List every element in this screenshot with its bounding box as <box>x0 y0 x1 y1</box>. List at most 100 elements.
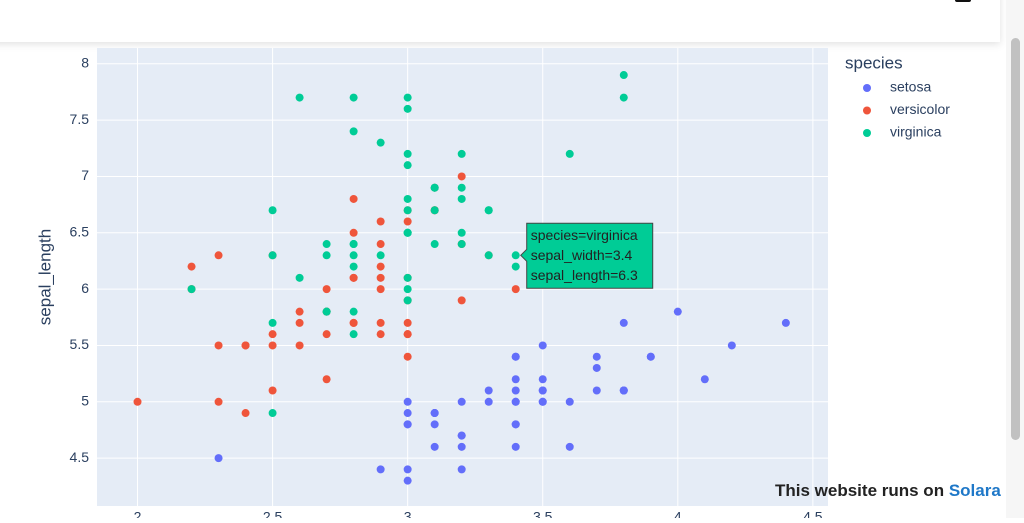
point <box>430 240 439 249</box>
point <box>511 442 520 451</box>
legend-label[interactable]: versicolor <box>890 101 950 117</box>
point <box>403 476 412 485</box>
point <box>268 251 277 260</box>
footer-text: This website runs on Solara <box>775 481 1001 500</box>
point <box>349 307 358 316</box>
point <box>403 285 412 294</box>
point <box>484 251 493 260</box>
y-tick-label: 6 <box>81 280 89 296</box>
point <box>430 183 439 192</box>
point <box>457 194 466 203</box>
point <box>511 262 520 271</box>
point <box>268 206 277 215</box>
point <box>349 127 358 136</box>
point <box>376 262 385 271</box>
point <box>349 93 358 102</box>
point <box>511 397 520 406</box>
tooltip-line: sepal_length=6.3 <box>531 267 638 283</box>
point <box>376 251 385 260</box>
point <box>403 149 412 158</box>
point <box>295 307 304 316</box>
point <box>403 161 412 170</box>
point <box>727 341 736 350</box>
point <box>403 318 412 327</box>
x-tick-label: 4 <box>674 509 682 518</box>
point <box>457 442 466 451</box>
point <box>214 454 223 463</box>
point <box>538 397 547 406</box>
point <box>241 409 250 418</box>
point <box>349 318 358 327</box>
toolbar-icon[interactable] <box>955 0 971 2</box>
point <box>700 375 709 384</box>
point <box>430 206 439 215</box>
point <box>403 194 412 203</box>
tooltip-line: sepal_width=3.4 <box>531 247 633 263</box>
point <box>565 149 574 158</box>
point <box>376 285 385 294</box>
point <box>322 251 331 260</box>
point <box>403 352 412 361</box>
legend-label[interactable]: setosa <box>890 79 931 95</box>
point <box>349 240 358 249</box>
point <box>322 307 331 316</box>
point <box>403 409 412 418</box>
point <box>565 397 574 406</box>
point <box>376 318 385 327</box>
point <box>403 206 412 215</box>
point <box>673 307 682 316</box>
footer-link[interactable]: Solara <box>949 481 1002 500</box>
footer-label: This website runs on <box>775 481 944 500</box>
y-tick-label: 5.5 <box>70 336 90 352</box>
point <box>781 318 790 327</box>
point <box>268 330 277 339</box>
point <box>295 341 304 350</box>
scrollbar-thumb[interactable] <box>1011 38 1020 440</box>
point <box>619 318 628 327</box>
y-tick-label: 4.5 <box>70 449 90 465</box>
point <box>241 341 250 350</box>
point <box>619 93 628 102</box>
legend-label[interactable]: virginica <box>890 124 942 140</box>
x-tick-label: 4.5 <box>803 509 823 518</box>
point <box>457 183 466 192</box>
point <box>403 296 412 305</box>
point <box>376 217 385 226</box>
point <box>457 240 466 249</box>
point <box>430 442 439 451</box>
point <box>376 273 385 282</box>
point <box>403 273 412 282</box>
point <box>268 386 277 395</box>
point <box>484 206 493 215</box>
point <box>484 386 493 395</box>
point <box>457 172 466 181</box>
point <box>538 375 547 384</box>
y-tick-label: 6.5 <box>70 223 90 239</box>
tooltip-box <box>520 222 654 289</box>
point <box>214 341 223 350</box>
point <box>538 386 547 395</box>
point <box>295 318 304 327</box>
top-bar <box>0 0 1000 42</box>
point <box>457 397 466 406</box>
y-tick-label: 5 <box>81 392 89 408</box>
point <box>511 420 520 429</box>
point <box>457 228 466 237</box>
point <box>268 341 277 350</box>
point <box>349 273 358 282</box>
point <box>349 330 358 339</box>
x-tick-label: 3.5 <box>533 509 553 518</box>
point <box>376 330 385 339</box>
point <box>457 296 466 305</box>
point <box>430 420 439 429</box>
point <box>268 409 277 418</box>
point <box>538 341 547 350</box>
legend-marker <box>863 106 871 115</box>
point <box>322 330 331 339</box>
y-tick-label: 7 <box>81 167 89 183</box>
point <box>349 262 358 271</box>
point <box>619 386 628 395</box>
point <box>403 217 412 226</box>
